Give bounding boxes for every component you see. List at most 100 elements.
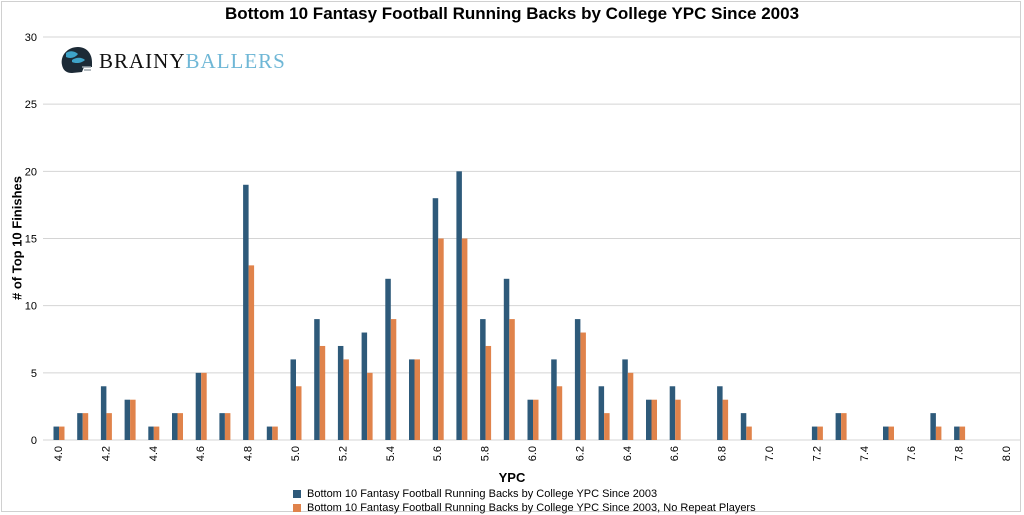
x-tick-label: 4.8 <box>243 446 255 461</box>
bar-series-1 <box>266 426 273 440</box>
legend-label-series-2: Bottom 10 Fantasy Football Running Backs… <box>307 502 756 514</box>
bar-series-2 <box>509 319 515 440</box>
bar-series-1 <box>385 278 391 440</box>
bar-series-1 <box>100 386 107 440</box>
bar-series-2 <box>604 413 610 440</box>
x-tick-label: 5.8 <box>480 446 492 461</box>
x-tick-label: 4.2 <box>100 446 112 461</box>
bar-series-1 <box>361 332 368 440</box>
bar-series-1 <box>314 319 320 440</box>
x-tick-label: 7.0 <box>764 446 776 461</box>
bar-series-2 <box>722 399 729 440</box>
helmet-icon <box>61 47 92 73</box>
y-tick-label: 25 <box>25 99 37 111</box>
x-tick-label: 5.2 <box>337 446 349 461</box>
y-tick-label: 30 <box>25 32 37 44</box>
bar-series-1 <box>835 413 842 440</box>
bar-series-1 <box>503 278 510 440</box>
bar-series-2 <box>817 426 823 440</box>
bar-series-2 <box>533 399 539 440</box>
bar-series-2 <box>414 359 420 440</box>
bar-series-1 <box>409 359 415 440</box>
x-tick-label: 6.2 <box>574 446 586 461</box>
bar-series-1 <box>883 426 889 440</box>
bar-series-2 <box>367 372 373 440</box>
bar-series-1 <box>717 386 723 440</box>
x-tick-label: 6.8 <box>717 446 729 461</box>
x-tick-label: 4.4 <box>148 446 160 461</box>
brand-word-1: BRAINY <box>99 48 186 73</box>
bar-series-2 <box>272 426 278 440</box>
brand-logo: BRAINYBALLERS <box>58 44 286 78</box>
bar-series-2 <box>82 413 89 440</box>
bar-series-2 <box>651 399 657 440</box>
bar-series-1 <box>551 359 557 440</box>
bar-series-1 <box>669 386 676 440</box>
bar-series-1 <box>148 426 154 440</box>
y-tick-label: 20 <box>25 166 37 178</box>
bar-series-2 <box>343 359 349 440</box>
bar-series-2 <box>201 372 207 440</box>
x-tick-label: 8.0 <box>1001 446 1013 461</box>
bar-series-2 <box>177 413 183 440</box>
x-tick-label: 7.8 <box>954 446 966 461</box>
legend-item-series-1: Bottom 10 Fantasy Football Running Backs… <box>293 487 756 501</box>
bar-series-1 <box>930 413 936 440</box>
bar-series-1 <box>195 372 202 440</box>
bar-series-2 <box>746 426 752 440</box>
x-tick-label: 6.4 <box>622 446 634 461</box>
bar-series-2 <box>130 399 136 440</box>
legend-swatch-series-1 <box>293 490 301 498</box>
brand-word-2: BALLERS <box>185 48 286 73</box>
bar-series-1 <box>740 413 747 440</box>
bar-series-1 <box>124 399 131 440</box>
x-tick-label: 7.2 <box>811 446 823 461</box>
y-tick-label: 0 <box>31 435 37 447</box>
bar-series-2 <box>106 413 112 440</box>
bar-series-1 <box>954 426 960 440</box>
bar-series-2 <box>153 426 160 440</box>
bar-series-1 <box>337 345 344 440</box>
legend-item-series-2: Bottom 10 Fantasy Football Running Backs… <box>293 501 756 515</box>
y-tick-label: 5 <box>31 368 37 380</box>
chart-title: Bottom 10 Fantasy Football Running Backs… <box>224 4 800 23</box>
bar-series-1 <box>243 184 249 440</box>
bar-series-1 <box>219 413 225 440</box>
bar-series-1 <box>172 413 178 440</box>
bar-series-1 <box>432 198 439 440</box>
bar-series-2 <box>319 345 326 440</box>
bar-series-1 <box>456 171 462 441</box>
bar-series-2 <box>59 426 65 440</box>
bar-series-2 <box>841 413 847 440</box>
bar-series-1 <box>598 386 605 440</box>
x-tick-label: 6.6 <box>669 446 681 461</box>
bar-series-2 <box>959 426 966 440</box>
bar-series-2 <box>485 345 492 440</box>
bar-series-1 <box>574 319 581 440</box>
legend: Bottom 10 Fantasy Football Running Backs… <box>293 487 756 515</box>
bar-series-2 <box>438 238 444 440</box>
x-tick-label: 5.4 <box>385 446 397 461</box>
bar-series-2 <box>556 386 563 440</box>
brand-wordmark: BRAINYBALLERS <box>99 49 286 74</box>
bar-series-2 <box>888 426 894 440</box>
bar-series-1 <box>622 359 628 440</box>
x-tick-label: 7.6 <box>906 446 918 461</box>
x-tick-label: 5.0 <box>290 446 302 461</box>
bar-series-1 <box>290 359 296 440</box>
x-tick-label: 4.0 <box>53 446 65 461</box>
bar-series-1 <box>811 426 818 440</box>
bar-series-1 <box>480 319 486 440</box>
x-tick-label: 4.6 <box>195 446 207 461</box>
bar-series-2 <box>390 319 397 440</box>
bar-series-2 <box>461 238 468 440</box>
legend-label-series-1: Bottom 10 Fantasy Football Running Backs… <box>307 488 658 500</box>
y-tick-label: 10 <box>25 301 37 313</box>
bar-series-2 <box>580 332 586 440</box>
bar-series-2 <box>627 372 634 440</box>
bar-series-2 <box>675 399 681 440</box>
bar-series-1 <box>527 399 533 440</box>
bar-series-2 <box>296 386 302 440</box>
